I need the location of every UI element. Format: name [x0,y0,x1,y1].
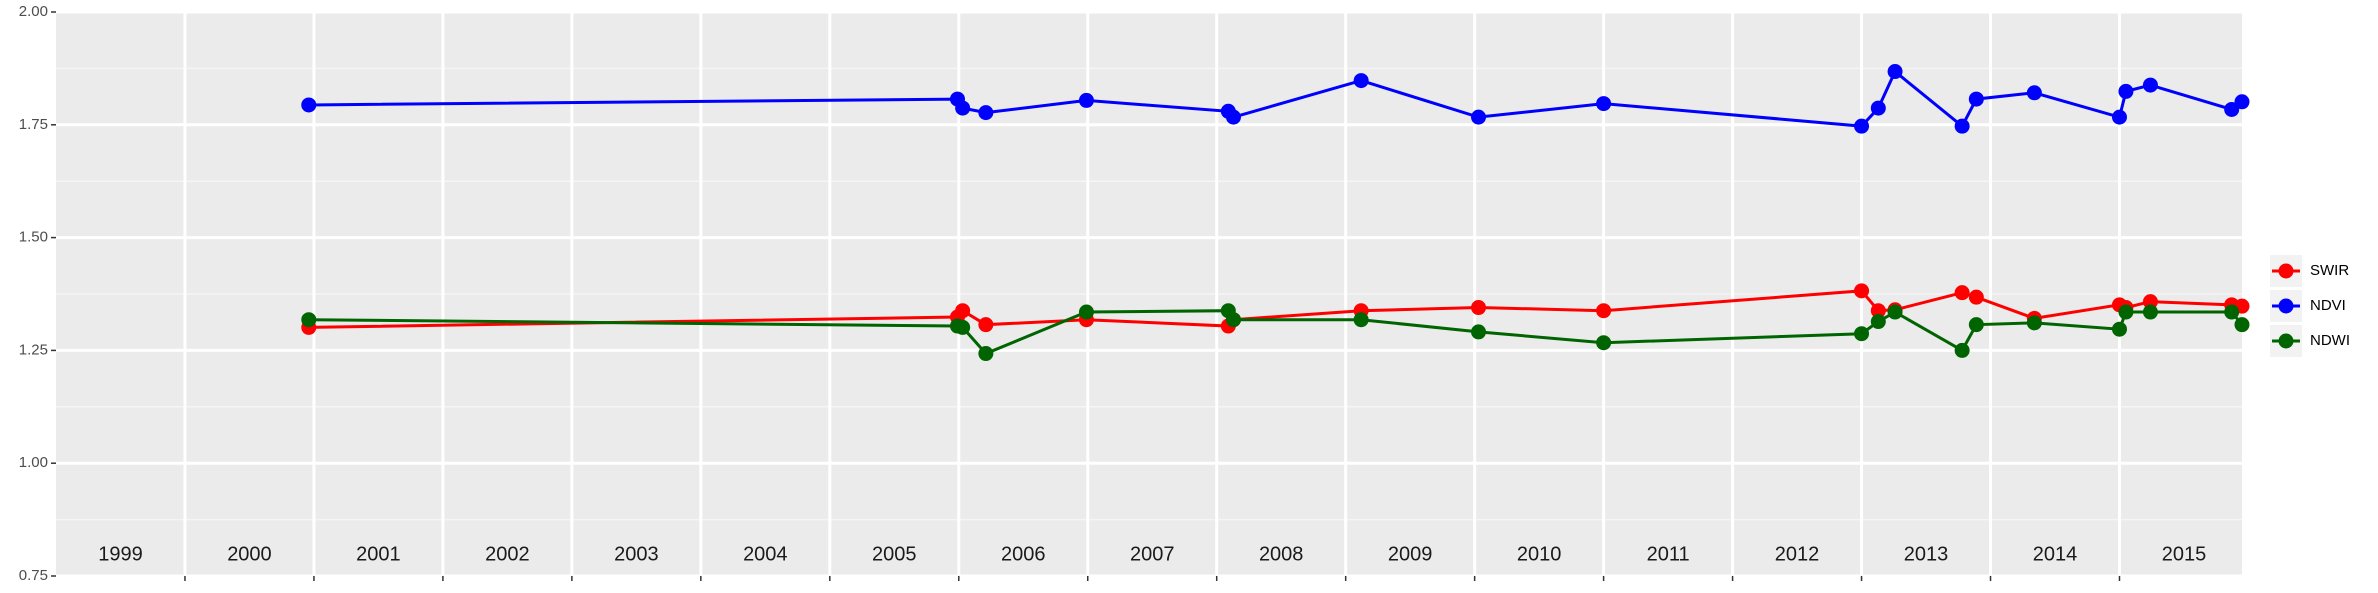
point [1596,96,1612,112]
point [301,312,317,328]
point [978,317,994,333]
point [1968,317,1984,333]
point [1887,64,1903,80]
point [1225,312,1241,328]
point [1887,304,1903,320]
point [2224,304,2240,320]
point [2142,294,2158,310]
point [955,319,971,335]
point [2118,83,2134,99]
point [1471,324,1487,340]
point [2111,321,2127,337]
point [2234,317,2250,333]
point [2111,109,2127,125]
x-tick-label: 2000 [227,543,272,565]
point [1596,303,1612,319]
point [2118,304,2134,320]
x-tick-label: 2013 [1904,543,1949,565]
y-tick-label: 1.75 [19,116,48,133]
point [1854,326,1870,342]
point [1870,303,1886,319]
x-tick-label: 2011 [1647,543,1690,565]
point [301,97,317,113]
x-tick-label: 2004 [743,543,788,565]
legend-label: NDWI [2310,332,2350,349]
point [2142,304,2158,320]
point [2026,315,2042,331]
point [2142,77,2158,93]
y-tick-label: 0.75 [19,567,48,584]
x-tick-label: 2003 [614,543,659,565]
x-tick-label: 2007 [1130,543,1175,565]
point [1078,92,1094,108]
point [1596,335,1612,351]
point [955,100,971,116]
x-tick-label: 2006 [1001,543,1046,565]
x-tick-label: 1999 [98,543,143,565]
legend-key-point [2278,333,2294,349]
point [2224,101,2240,117]
legend-key-point [2278,298,2294,314]
point [978,105,994,121]
point [1968,91,1984,107]
legend-label: SWIR [2310,262,2349,279]
point [1954,285,1970,301]
point [1870,100,1886,116]
point [2026,85,2042,101]
x-tick-label: 2010 [1517,543,1562,565]
x-tick-label: 2015 [2162,543,2207,565]
point [1471,300,1487,316]
point [1954,118,1970,134]
y-tick-label: 1.50 [19,229,48,246]
point [1968,289,1984,305]
legend-label: NDVI [2310,297,2346,314]
x-tick-label: 2001 [356,543,401,565]
legend-key-point [2278,263,2294,279]
point [2234,94,2250,110]
x-tick-label: 2014 [2033,543,2078,565]
x-tick-label: 2008 [1259,543,1304,565]
point [1854,118,1870,134]
point [1870,314,1886,330]
point [1225,109,1241,125]
y-tick-label: 1.25 [19,341,48,358]
point [1854,283,1870,299]
y-tick-label: 2.00 [19,3,48,20]
y-tick-label: 1.00 [19,454,48,471]
point [1353,312,1369,328]
x-tick-label: 2009 [1388,543,1433,565]
point [1471,109,1487,125]
x-tick-label: 2005 [872,543,917,565]
point [1078,304,1094,320]
point [978,346,994,362]
x-tick-label: 2012 [1775,543,1820,565]
x-tick-label: 2002 [485,543,530,565]
point [1353,73,1369,89]
point [1954,342,1970,358]
point [955,303,971,319]
